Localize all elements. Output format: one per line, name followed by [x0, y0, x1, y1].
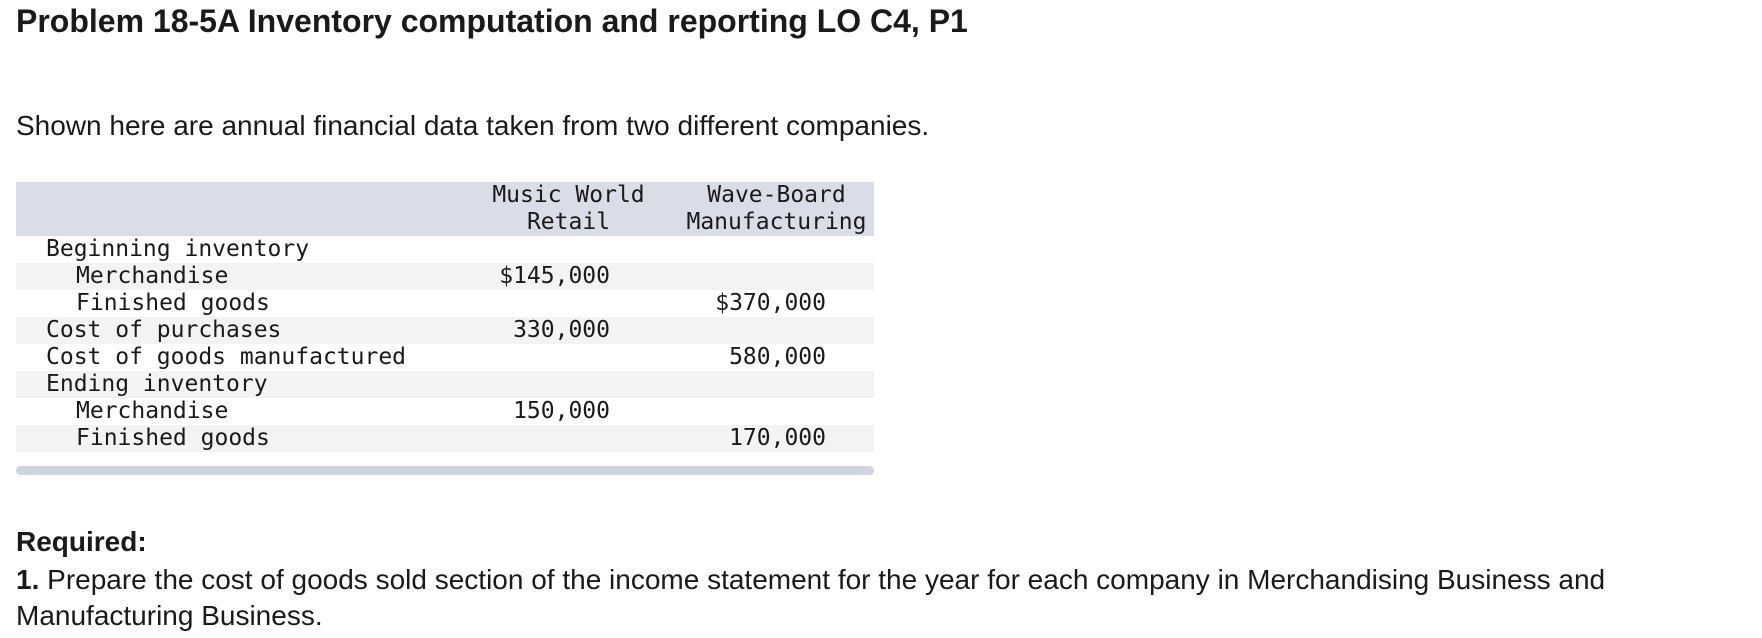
row-value-music-world: 330,000 — [513, 317, 610, 343]
table-row: Ending inventory — [16, 371, 874, 398]
table-row: Beginning inventory — [16, 236, 874, 263]
header-col1-line1: Music World — [492, 182, 645, 208]
required-heading: Required: — [16, 526, 147, 557]
row-value-wave-board: $370,000 — [715, 290, 826, 316]
row-value-music-world: 150,000 — [513, 398, 610, 424]
table-header: Music World Retail Wave-Board Manufactur… — [16, 182, 874, 236]
row-label: Cost of purchases — [46, 317, 282, 343]
row-value-wave-board: 580,000 — [729, 344, 826, 370]
row-label: Merchandise — [76, 398, 229, 424]
financial-data-table: Music World Retail Wave-Board Manufactur… — [16, 182, 874, 475]
table-bottom-bar — [16, 466, 874, 475]
header-col2-line2: Manufacturing — [686, 209, 867, 235]
intro-text: Shown here are annual financial data tak… — [16, 110, 930, 141]
row-label: Cost of goods manufactured — [46, 344, 407, 370]
table-row: Finished goods 170,000 — [16, 425, 874, 452]
header-wave-board-manufacturing: Wave-Board Manufacturing — [664, 182, 889, 236]
row-value-music-world: $145,000 — [499, 263, 610, 289]
table-row: Merchandise 150,000 — [16, 398, 874, 425]
row-label: Finished goods — [76, 425, 270, 451]
row-value-wave-board: 170,000 — [729, 425, 826, 451]
row-label: Ending inventory — [46, 371, 268, 397]
table-row: Finished goods $370,000 — [16, 290, 874, 317]
table-row: Merchandise $145,000 — [16, 263, 874, 290]
header-music-world-retail: Music World Retail — [456, 182, 681, 236]
row-label: Merchandise — [76, 263, 229, 289]
required-item-number: 1. — [16, 564, 40, 595]
header-col1-line2: Retail — [526, 209, 611, 235]
problem-title: Problem 18-5A Inventory computation and … — [16, 3, 968, 39]
row-label: Finished goods — [76, 290, 270, 316]
table-row: Cost of purchases 330,000 — [16, 317, 874, 344]
required-item-1: 1. Prepare the cost of goods sold sectio… — [16, 562, 1756, 634]
table-row: Cost of goods manufactured 580,000 — [16, 344, 874, 371]
row-label: Beginning inventory — [46, 236, 310, 262]
required-item-text: Prepare the cost of goods sold section o… — [16, 564, 1606, 631]
header-col2-line1: Wave-Board — [707, 182, 846, 208]
